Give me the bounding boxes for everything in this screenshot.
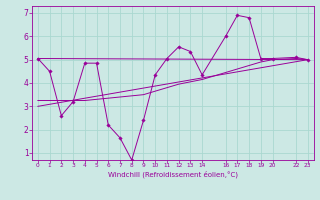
X-axis label: Windchill (Refroidissement éolien,°C): Windchill (Refroidissement éolien,°C) (108, 171, 238, 178)
